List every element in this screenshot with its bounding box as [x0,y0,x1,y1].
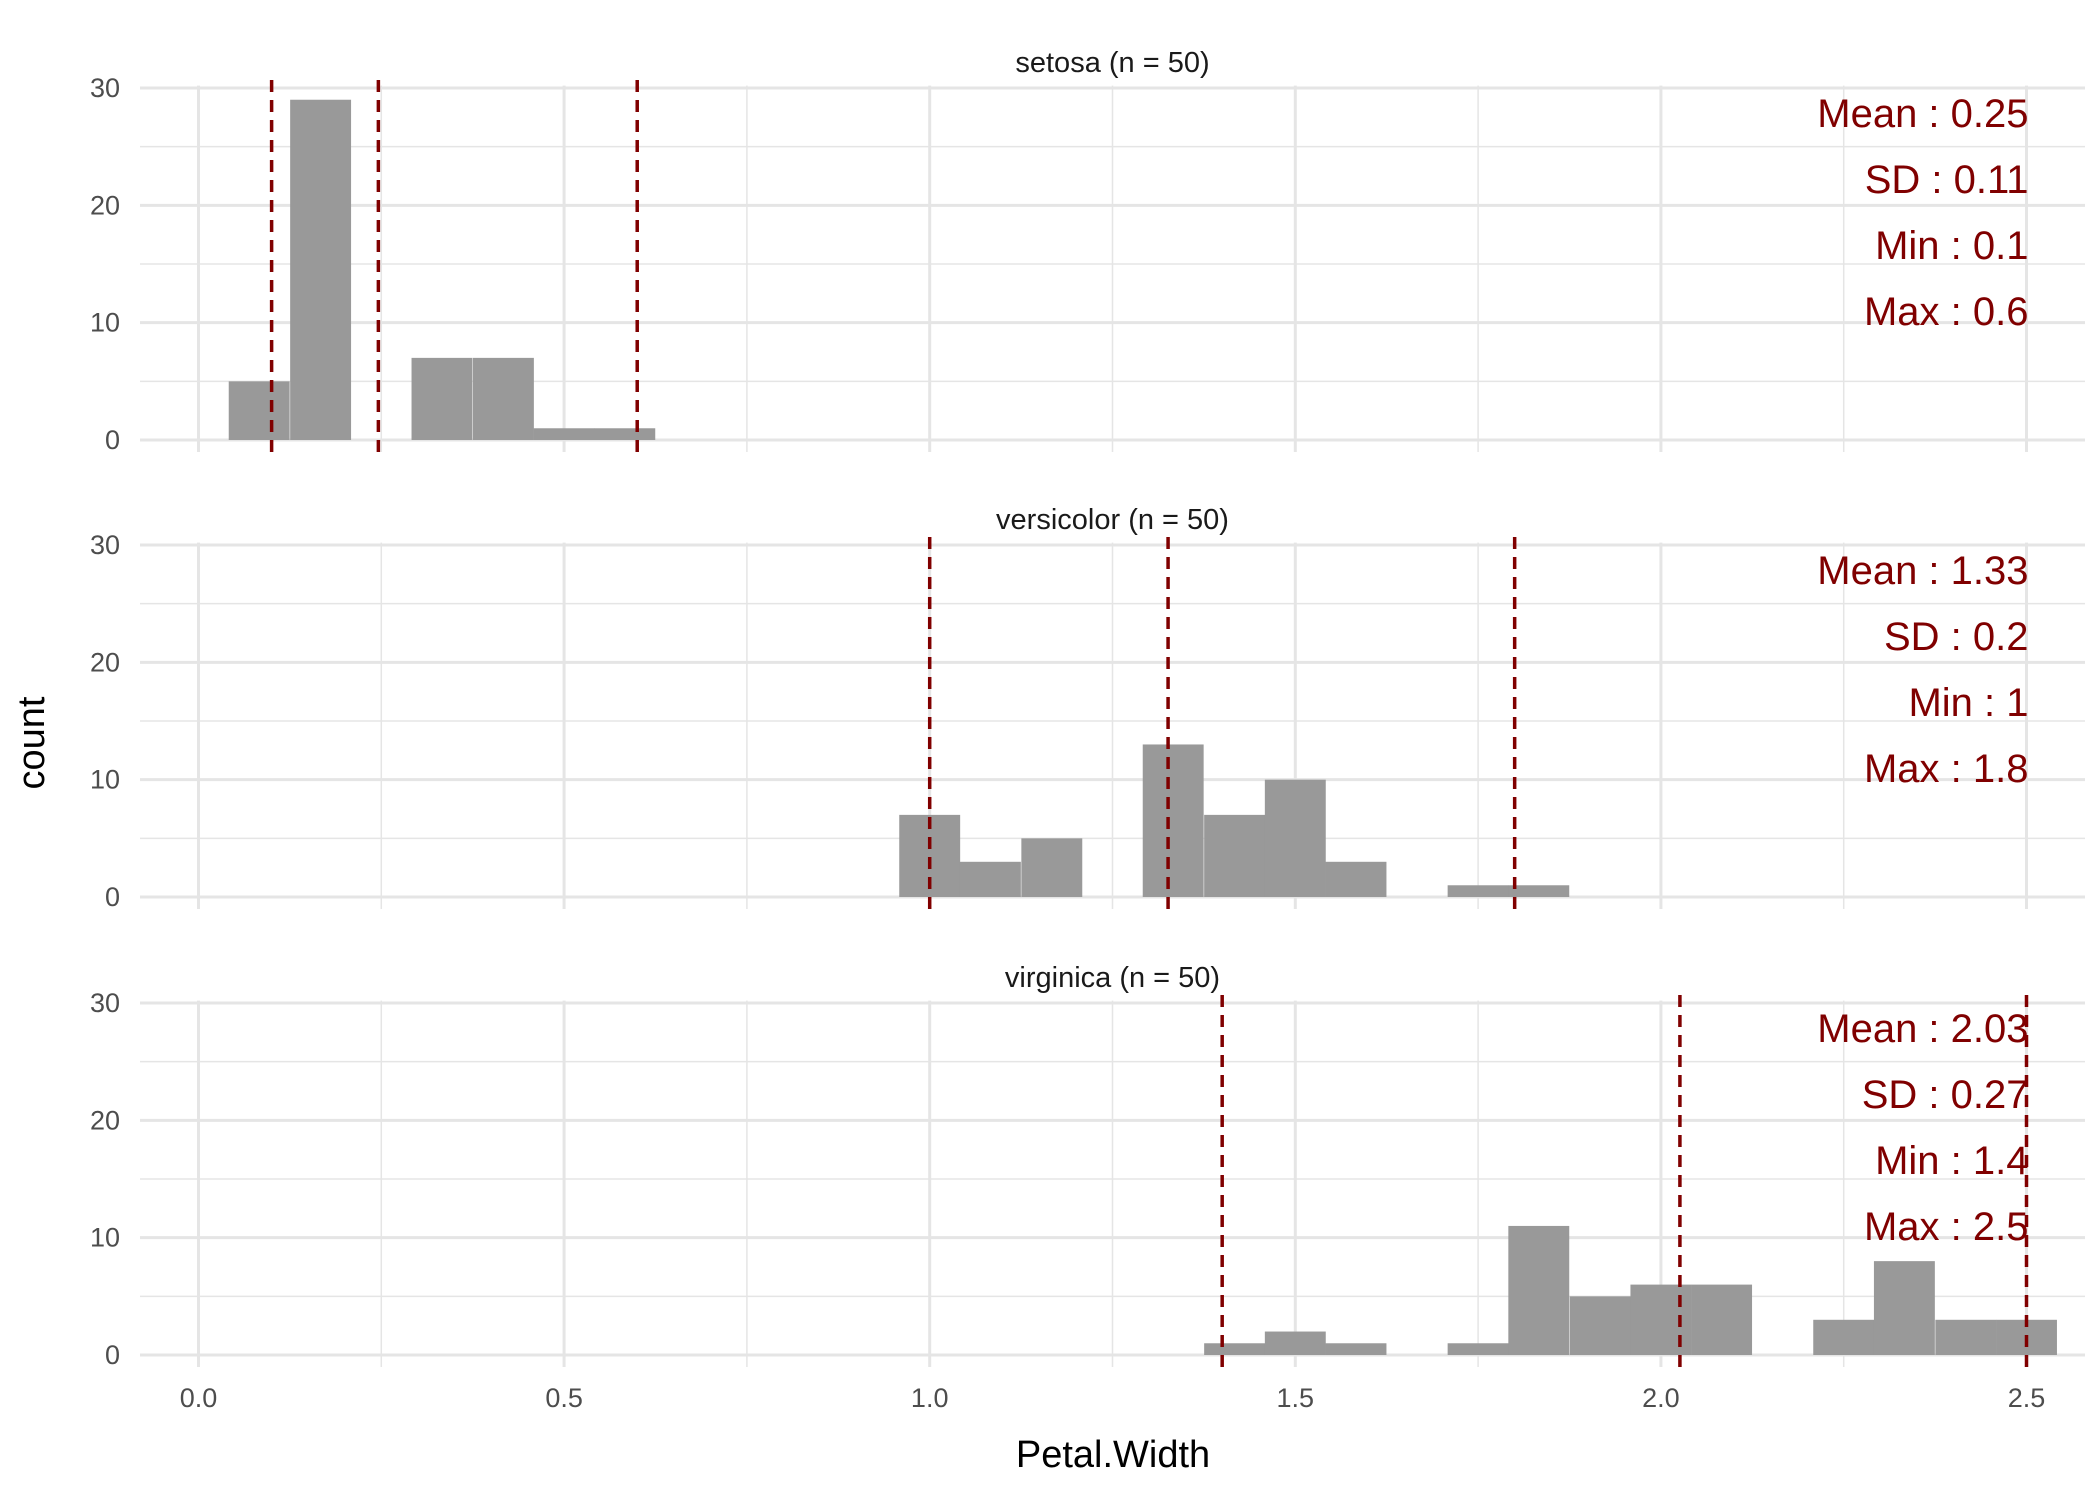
histogram-bar [1813,1319,1875,1355]
histogram-bar [959,861,1021,897]
panel-title: virginica (n = 50) [1005,962,1220,994]
y-tick-label: 10 [90,308,120,338]
panels-layer: 0 10 20 30 setosa (n = 50) Mean : 0.25 SD : 0.… [90,47,2085,1413]
histogram-bar [472,357,534,440]
panel-0: 0 10 20 30 setosa (n = 50) Mean : 0.25 SD : 0.… [90,47,2085,456]
stat-label: SD : 0.2 [1884,615,2029,659]
histogram-bar [1142,744,1204,897]
histogram-bar [1630,1284,1692,1355]
x-axis-title: Petal.Width [1016,1434,1210,1476]
panel-1: 0 10 20 30 versicolor (n = 50) Mean : 1.33 SD … [90,504,2085,913]
y-tick-label: 30 [90,988,120,1018]
y-tick-label: 20 [90,647,120,677]
y-tick-label: 10 [90,1223,120,1253]
stat-label: SD : 0.11 [1865,158,2029,202]
histogram-bar [1204,1343,1266,1355]
stat-label: Max : 2.5 [1864,1205,2029,1249]
histogram-bar [1264,1331,1326,1355]
y-tick-label: 30 [90,73,120,103]
stat-label: Min : 1 [1908,681,2028,725]
y-tick-label: 0 [105,1340,120,1370]
x-tick-label: 0.5 [545,1383,583,1413]
histogram-bar [1569,1296,1631,1355]
histogram-bar [1508,885,1570,897]
histogram-bar [228,381,290,440]
x-tick-label: 1.0 [911,1383,949,1413]
y-tick-label: 0 [105,882,120,912]
x-tick-label: 1.5 [1277,1383,1315,1413]
panel-title: setosa (n = 50) [1015,47,1209,79]
histogram-bar [1264,779,1326,897]
histogram-bar [533,428,595,440]
stat-label: Max : 0.6 [1864,290,2029,334]
stat-label: Mean : 1.33 [1817,549,2028,593]
stat-label: Max : 1.8 [1864,747,2029,791]
histogram-bar [1447,1343,1509,1355]
x-tick-label: 0.0 [180,1383,218,1413]
panel-2: 0 10 20 30 virginica (n = 50) Mean : 2.03 SD :… [90,962,2085,1371]
stat-label: Mean : 0.25 [1817,92,2028,136]
stat-label: SD : 0.27 [1862,1073,2029,1117]
histogram-bar [594,428,656,440]
histogram-bar [1447,885,1509,897]
histogram-bar [1204,814,1266,897]
y-tick-label: 20 [90,190,120,220]
y-tick-label: 30 [90,530,120,560]
histogram-bar [1325,861,1387,897]
histogram-bar [1021,838,1083,897]
histogram-bar [290,99,352,440]
y-tick-label: 0 [105,425,120,455]
stat-label: Min : 0.1 [1875,224,2028,268]
histogram-bar [411,357,473,440]
panel-title: versicolor (n = 50) [996,504,1229,536]
histogram-bar [1935,1319,1997,1355]
stat-label: Min : 1.4 [1875,1139,2028,1183]
x-tick-label: 2.0 [1642,1383,1680,1413]
histogram-bar [1325,1343,1387,1355]
y-tick-label: 20 [90,1105,120,1135]
stat-label: Mean : 2.03 [1817,1007,2028,1051]
histogram-bar [1691,1284,1753,1355]
x-tick-label: 2.5 [2008,1383,2046,1413]
y-axis-title: count [11,696,53,789]
histogram-bar [1508,1225,1570,1355]
y-tick-label: 10 [90,765,120,795]
histogram-bar [1873,1261,1935,1355]
